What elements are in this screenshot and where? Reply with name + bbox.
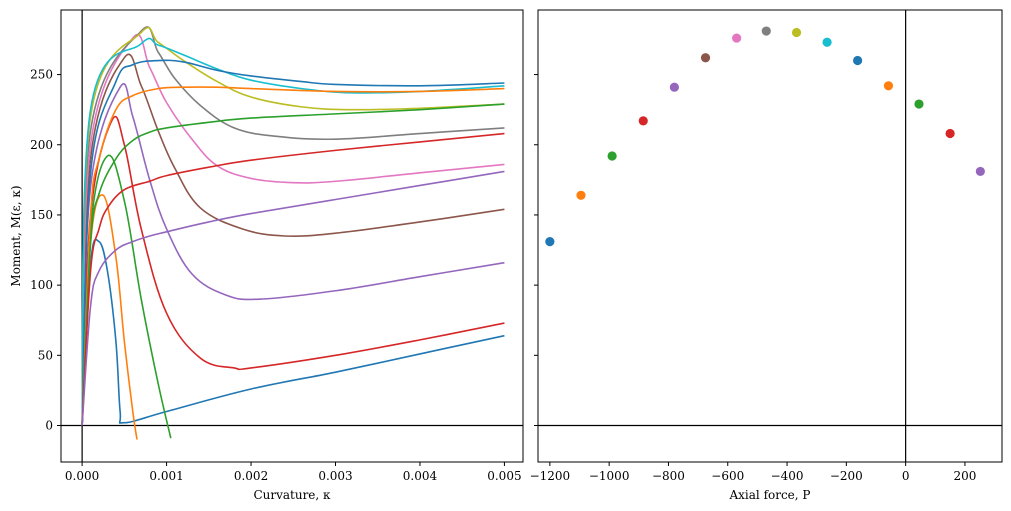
data-point-8 <box>761 26 771 36</box>
data-point-6 <box>700 53 711 63</box>
data-point-13 <box>914 99 924 109</box>
y-tick-label: 200 <box>30 138 53 152</box>
data-point-10 <box>822 37 832 47</box>
data-point-11 <box>853 55 863 66</box>
x-tick-label: −200 <box>830 469 863 483</box>
series-line-8 <box>81 26 505 426</box>
left-chart-moment-curvature: 0.000 0.001 0.002 0.003 0.004 0.005 0 50 100 150 2… <box>9 9 524 502</box>
x-axis-label: Axial force, P <box>728 488 810 502</box>
data-point-14 <box>945 128 955 139</box>
x-tick-label: −800 <box>652 469 685 483</box>
x-tick-label: 200 <box>953 469 976 483</box>
axes-frame <box>537 9 1003 463</box>
right-chart-moment-axial-force: −1200 −1000 −800 −600 −400 −200 0 200 Axial forc… <box>530 9 1003 502</box>
data-point-4 <box>638 116 648 126</box>
series-line-14 <box>81 132 505 426</box>
data-point-5 <box>669 82 679 92</box>
series-line-1 <box>81 238 505 426</box>
series-line-15 <box>81 170 505 426</box>
plot-area <box>81 26 505 440</box>
data-point-12 <box>883 81 894 91</box>
x-tick-label: 0.004 <box>403 469 438 483</box>
y-tick-label: 100 <box>30 278 53 292</box>
x-tick-label: −1000 <box>589 469 630 483</box>
series-line-5 <box>81 83 505 426</box>
x-tick-label: −1200 <box>530 469 571 483</box>
series-line-10 <box>81 37 505 426</box>
x-tick-label: 0.000 <box>65 469 99 483</box>
y-tick-label: 0 <box>45 419 53 433</box>
series-line-13 <box>81 103 505 426</box>
x-axis-label: Curvature, κ <box>253 488 331 502</box>
x-tick-label: −400 <box>771 469 804 483</box>
y-axis-label: Moment, M(ε, κ) <box>9 185 23 286</box>
axes-frame <box>60 9 524 463</box>
series-line-11 <box>81 59 505 426</box>
x-tick-label: 0 <box>902 469 910 483</box>
data-point-9 <box>791 27 802 38</box>
series-line-3 <box>81 154 172 439</box>
data-point-1 <box>545 237 555 247</box>
data-point-3 <box>607 151 617 161</box>
y-tick-label: 150 <box>30 208 53 222</box>
y-tick-label: 50 <box>38 348 53 362</box>
series-line-9 <box>81 26 505 426</box>
series-line-7 <box>81 34 505 426</box>
data-point-7 <box>732 33 742 43</box>
x-tick-label: 0.005 <box>487 469 521 483</box>
data-point-15 <box>975 166 985 177</box>
series-line-6 <box>81 53 505 426</box>
x-tick-label: −600 <box>711 469 744 483</box>
data-point-2 <box>576 190 586 200</box>
x-tick-label: 0.003 <box>318 469 352 483</box>
y-tick-label: 250 <box>30 68 53 82</box>
x-tick-label: 0.001 <box>149 469 183 483</box>
plot-area <box>545 26 985 247</box>
x-tick-label: 0.002 <box>234 469 268 483</box>
series-line-12 <box>81 86 505 426</box>
